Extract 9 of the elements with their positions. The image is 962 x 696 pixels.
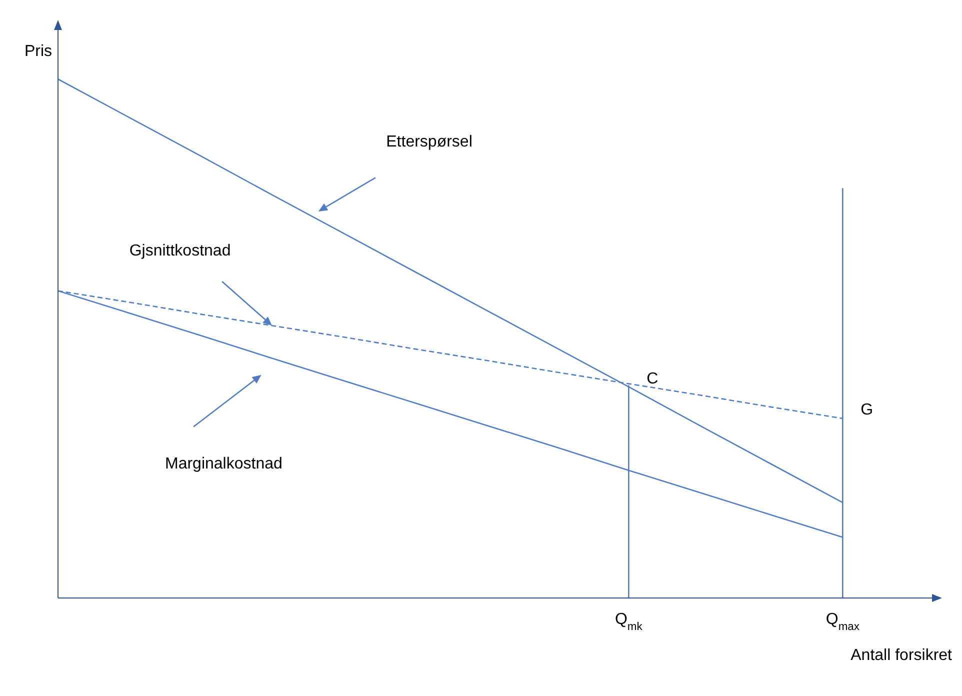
x-axis-title: Antall forsikret xyxy=(850,647,953,664)
x-tick-label: Q$_{mk}$ xyxy=(614,611,643,633)
annotation: Gjsnittkostnad xyxy=(129,242,231,260)
annotation: Etterspørsel xyxy=(386,134,472,151)
x-tick-label: Q$_{max}$ xyxy=(826,611,860,633)
annotation: C xyxy=(646,370,658,388)
y-axis-title: Pris xyxy=(24,43,52,60)
annotation: Marginalkostnad xyxy=(165,455,282,472)
annotation: G xyxy=(860,401,874,418)
